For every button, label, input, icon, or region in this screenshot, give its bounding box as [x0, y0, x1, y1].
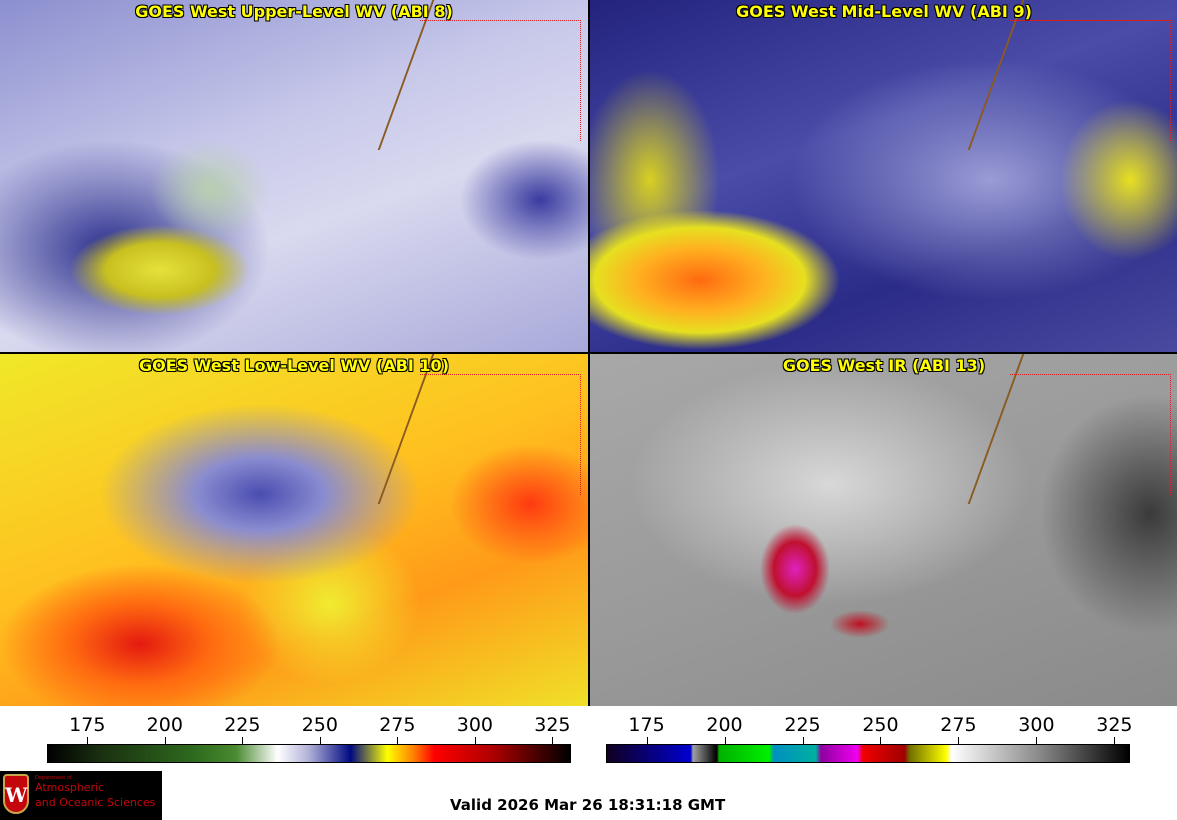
logo-line2: and Oceanic Sciences — [35, 796, 156, 809]
colorbar-tick — [552, 737, 554, 744]
colorbar-tick-label: 175 — [628, 714, 665, 736]
uw-shield-icon: W — [3, 774, 29, 814]
panel-title: GOES West IR (ABI 13) — [782, 356, 986, 375]
colorbar-tick-label: 175 — [69, 714, 106, 736]
colorbar-tick — [242, 737, 244, 744]
colorbar-tick — [474, 737, 476, 744]
colorbar-tick-label: 250 — [862, 714, 899, 736]
state-borders — [1010, 374, 1171, 495]
colorbar-tick — [1114, 737, 1116, 744]
colorbar-tick-label: 225 — [784, 714, 821, 736]
colorbar-tick-label: 225 — [224, 714, 261, 736]
panel-divider — [0, 352, 1177, 354]
colorbar-tick — [802, 737, 804, 744]
colorbar-tick-label: 250 — [301, 714, 338, 736]
colorbar-tick — [164, 737, 166, 744]
colorbar-tick-label: 300 — [456, 714, 493, 736]
mid-level-wv-panel: GOES West Mid-Level WV (ABI 9) — [590, 0, 1177, 352]
colorbar-tick — [397, 737, 399, 744]
state-borders — [420, 374, 581, 495]
colorbar-tick — [958, 737, 960, 744]
colorbar-tick-label: 300 — [1018, 714, 1055, 736]
colorbar-tick-label: 275 — [379, 714, 416, 736]
colorbar-tick — [319, 737, 321, 744]
logo-dept: Department of — [35, 775, 72, 781]
wv-colorbar — [47, 744, 571, 763]
low-level-wv-panel: GOES West Low-Level WV (ABI 10) — [0, 354, 588, 706]
colorbar-tick — [724, 737, 726, 744]
state-borders — [420, 20, 581, 141]
colorbar-tick — [1036, 737, 1038, 744]
state-borders — [1010, 20, 1171, 141]
colorbar-tick — [87, 737, 89, 744]
ir-colorbar — [606, 744, 1130, 763]
aos-logo: W Department of Atmospheric and Oceanic … — [0, 771, 162, 820]
colorbar-tick — [646, 737, 648, 744]
logo-line1: Atmospheric — [35, 781, 105, 794]
panel-title: GOES West Upper-Level WV (ABI 8) — [135, 2, 453, 21]
ir-panel: GOES West IR (ABI 13) — [590, 354, 1177, 706]
colorbar-tick-label: 275 — [940, 714, 977, 736]
colorbar-tick-label: 325 — [534, 714, 571, 736]
panel-title: GOES West Low-Level WV (ABI 10) — [138, 356, 449, 375]
colorbar-tick-label: 325 — [1096, 714, 1133, 736]
panel-title: GOES West Mid-Level WV (ABI 9) — [736, 2, 1032, 21]
colorbar-tick — [880, 737, 882, 744]
valid-time: Valid 2026 Mar 26 18:31:18 GMT — [450, 796, 726, 814]
colorbar-tick-label: 200 — [706, 714, 743, 736]
upper-level-wv-panel: GOES West Upper-Level WV (ABI 8) — [0, 0, 588, 352]
colorbar-tick-label: 200 — [146, 714, 183, 736]
